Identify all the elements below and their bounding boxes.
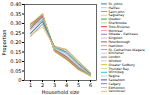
svg-text:6: 6 <box>89 82 92 88</box>
svg-text:2: 2 <box>41 82 44 88</box>
svg-text:Quebec: Quebec <box>108 17 121 22</box>
svg-text:Kitchener: Kitchener <box>108 51 124 56</box>
svg-text:Household size: Household size <box>42 89 80 95</box>
svg-text:0.40: 0.40 <box>10 1 21 7</box>
svg-text:Hamilton: Hamilton <box>108 43 123 48</box>
svg-text:0.15: 0.15 <box>10 49 21 55</box>
svg-text:3: 3 <box>53 82 56 88</box>
svg-text:Edmonton: Edmonton <box>108 85 125 90</box>
svg-text:Calgary: Calgary <box>108 81 121 86</box>
svg-text:Thunder Bay: Thunder Bay <box>108 66 129 71</box>
svg-text:0.25: 0.25 <box>10 30 21 36</box>
svg-text:0.30: 0.30 <box>10 20 21 26</box>
svg-text:Saskatoon: Saskatoon <box>108 78 126 82</box>
svg-text:London: London <box>108 55 121 60</box>
svg-text:Halifax: Halifax <box>108 5 120 10</box>
svg-text:Vancouver: Vancouver <box>109 89 126 93</box>
svg-text:Regina: Regina <box>108 74 120 79</box>
svg-text:Montreal: Montreal <box>108 28 123 33</box>
svg-text:5: 5 <box>77 82 80 88</box>
svg-text:Greater Sudbury: Greater Sudbury <box>108 62 135 67</box>
svg-text:0.10: 0.10 <box>10 58 21 64</box>
svg-text:0.35: 0.35 <box>10 11 21 17</box>
svg-text:St. Catharines-Niagara: St. Catharines-Niagara <box>108 47 145 52</box>
svg-text:0.20: 0.20 <box>10 39 21 45</box>
svg-text:0.05: 0.05 <box>10 68 21 74</box>
svg-text:Saint John: Saint John <box>108 9 125 14</box>
svg-text:St. Johns: St. Johns <box>108 2 123 6</box>
svg-text:Windsor: Windsor <box>108 59 122 63</box>
svg-text:Sherbrooke: Sherbrooke <box>108 21 127 25</box>
svg-text:4: 4 <box>65 82 68 88</box>
svg-text:Winnipeg: Winnipeg <box>108 70 124 75</box>
svg-text:0: 0 <box>18 77 21 83</box>
svg-text:Saguenay: Saguenay <box>108 13 125 18</box>
svg-text:Trois-Rivieres: Trois-Rivieres <box>108 24 130 29</box>
svg-text:1: 1 <box>29 82 32 88</box>
svg-text:Kingston: Kingston <box>108 36 123 41</box>
svg-text:Proportion: Proportion <box>1 30 8 56</box>
svg-text:Peterborough: Peterborough <box>108 40 130 44</box>
svg-text:Ottawa - Gatineau: Ottawa - Gatineau <box>108 32 138 37</box>
